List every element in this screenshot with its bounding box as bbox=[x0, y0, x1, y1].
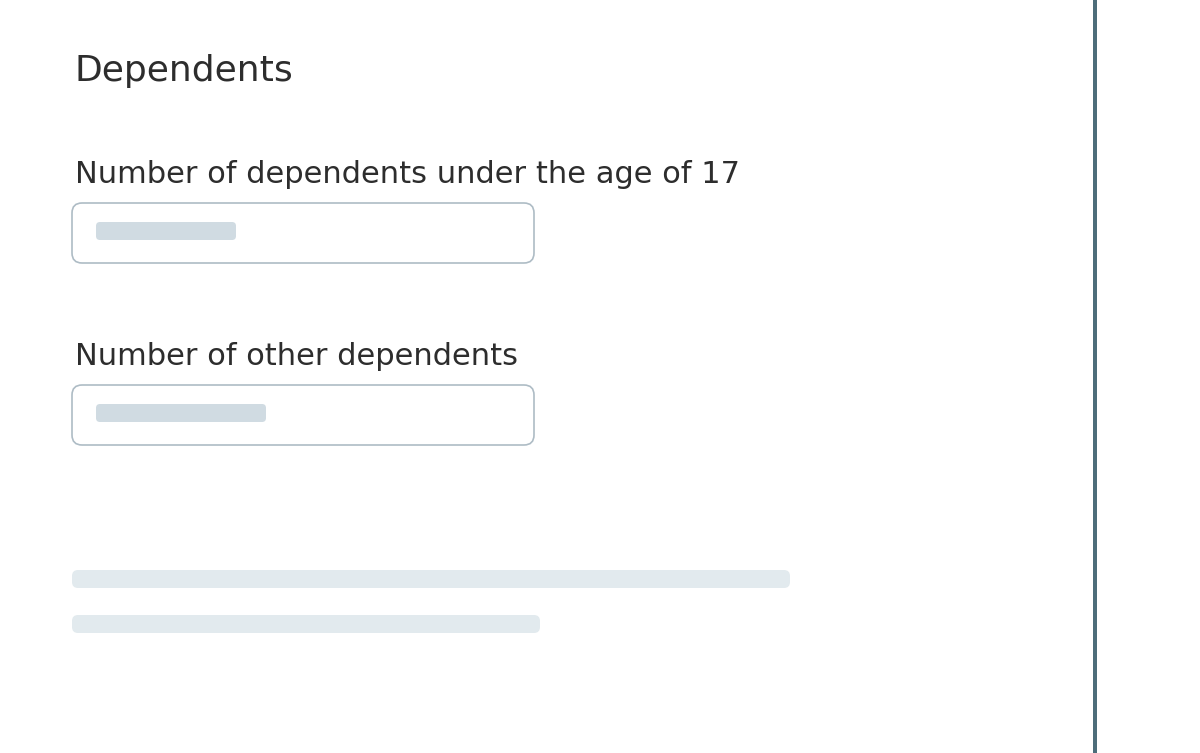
FancyBboxPatch shape bbox=[96, 404, 266, 422]
FancyBboxPatch shape bbox=[72, 203, 534, 263]
Text: Number of dependents under the age of 17: Number of dependents under the age of 17 bbox=[74, 160, 740, 189]
FancyBboxPatch shape bbox=[1093, 0, 1097, 753]
Text: Number of other dependents: Number of other dependents bbox=[74, 342, 518, 371]
FancyBboxPatch shape bbox=[72, 385, 534, 445]
FancyBboxPatch shape bbox=[96, 222, 236, 240]
FancyBboxPatch shape bbox=[72, 570, 790, 588]
Text: Dependents: Dependents bbox=[74, 54, 294, 88]
FancyBboxPatch shape bbox=[72, 615, 540, 633]
